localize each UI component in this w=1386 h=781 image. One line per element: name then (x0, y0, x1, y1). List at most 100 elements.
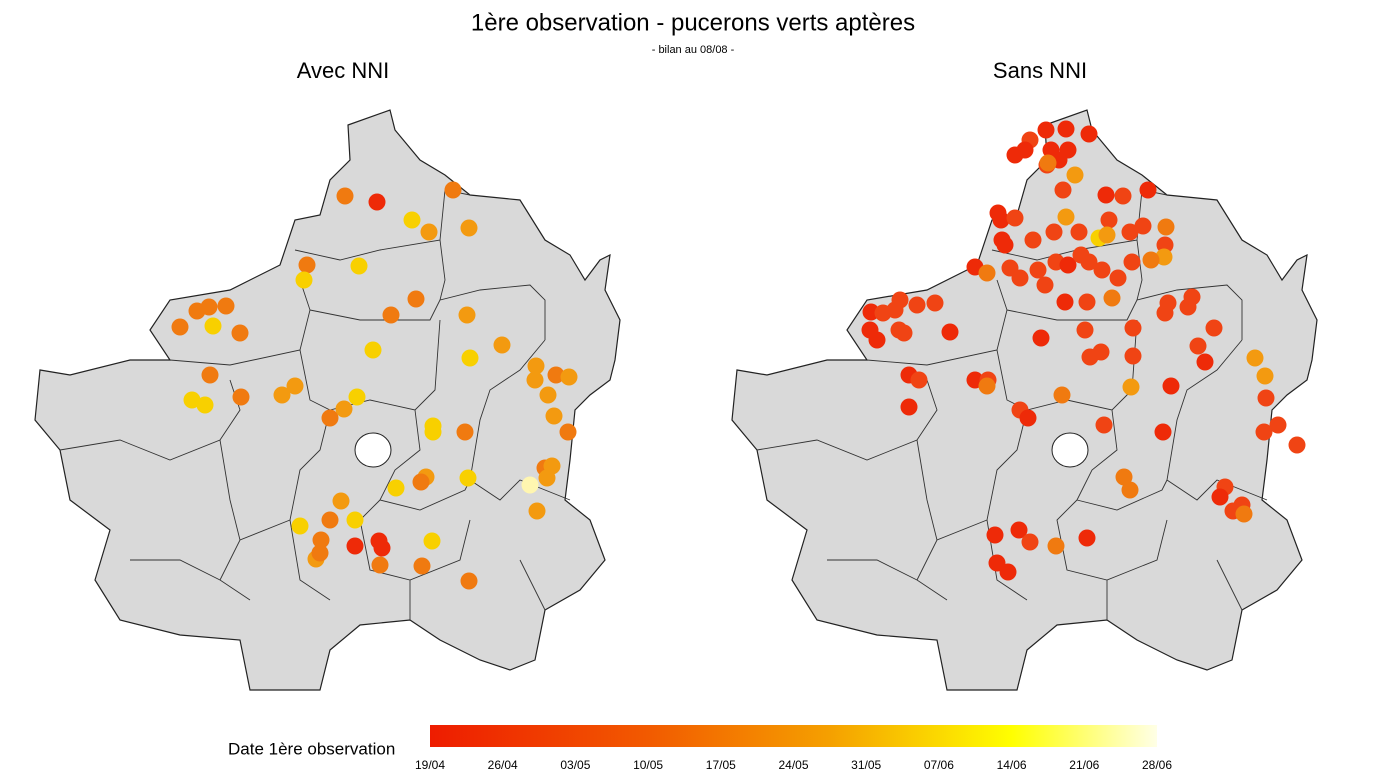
observation-dot (545, 407, 563, 425)
observation-dot (910, 371, 928, 389)
observation-dot (559, 423, 577, 441)
observation-dot (1100, 211, 1118, 229)
observation-dot (1156, 304, 1174, 322)
legend-ticks: 19/04 26/04 03/05 10/05 17/05 24/05 31/05 07/06… (415, 758, 1172, 772)
legend-label: Date 1ère observation (228, 739, 395, 758)
observation-dot (444, 181, 462, 199)
observation-dot (1097, 186, 1115, 204)
observation-dot (978, 377, 996, 395)
observation-dot (1256, 367, 1274, 385)
observation-dot (335, 400, 353, 418)
observation-dot (1205, 319, 1223, 337)
observation-dot (373, 539, 391, 557)
observation-dot (1246, 349, 1264, 367)
observation-dot (1139, 181, 1157, 199)
observation-dot (201, 366, 219, 384)
observation-dot (493, 336, 511, 354)
legend-tick-label: 28/06 (1142, 758, 1172, 772)
observation-dot (1078, 529, 1096, 547)
observation-dot (1037, 121, 1055, 139)
observation-dot (1070, 223, 1088, 241)
observation-dot (1092, 343, 1110, 361)
observation-dot (1154, 423, 1172, 441)
observation-dot (1098, 226, 1116, 244)
observation-dot (298, 256, 316, 274)
observation-dot (926, 294, 944, 312)
observation-dot (1189, 337, 1207, 355)
observation-dot (1124, 347, 1142, 365)
observation-dot (412, 473, 430, 491)
observation-dot (336, 187, 354, 205)
legend-tick-label: 21/06 (1069, 758, 1099, 772)
observation-dot (312, 531, 330, 549)
observation-dot (1029, 261, 1047, 279)
legend-tick-label: 26/04 (488, 758, 518, 772)
legend-tick-label: 14/06 (997, 758, 1027, 772)
observation-dot (1047, 537, 1065, 555)
observation-dot (1024, 231, 1042, 249)
observation-dot (1211, 488, 1229, 506)
title: 1ère observation - pucerons verts aptère… (471, 9, 915, 36)
observation-dot (900, 398, 918, 416)
observation-dot (547, 366, 565, 384)
observation-dot (204, 317, 222, 335)
observation-dot (321, 511, 339, 529)
observation-dot (407, 290, 425, 308)
observation-dot (1019, 409, 1037, 427)
observation-dot (368, 193, 386, 211)
observation-dot (423, 532, 441, 550)
observation-dot (999, 563, 1017, 581)
observation-dot (1093, 261, 1111, 279)
legend-tick-label: 03/05 (560, 758, 590, 772)
observation-dot (461, 349, 479, 367)
legend-tick-label: 19/04 (415, 758, 445, 772)
observation-dot (171, 318, 189, 336)
observation-dot (1109, 269, 1127, 287)
observation-dot (232, 388, 250, 406)
observation-dot (1123, 253, 1141, 271)
map-right (731, 109, 1318, 691)
observation-dot (1078, 293, 1096, 311)
observation-dot (403, 211, 421, 229)
observation-dot (1124, 319, 1142, 337)
panel-title: Sans NNI (993, 58, 1087, 83)
observation-dot (978, 264, 996, 282)
observation-dot (1036, 276, 1054, 294)
legend-tick-label: 31/05 (851, 758, 881, 772)
legend-tick-label: 10/05 (633, 758, 663, 772)
observation-dot (382, 306, 400, 324)
observation-dot (200, 298, 218, 316)
legend-tick-label: 17/05 (706, 758, 736, 772)
observation-dot (1196, 353, 1214, 371)
observation-dot (231, 324, 249, 342)
panel-title: Avec NNI (297, 58, 390, 83)
observation-dot (1155, 248, 1173, 266)
observation-dot (183, 391, 201, 409)
observation-dot (1122, 378, 1140, 396)
observation-dot (1257, 389, 1275, 407)
observation-dot (1134, 217, 1152, 235)
observation-dot (460, 572, 478, 590)
observation-dot (273, 386, 291, 404)
observation-dot (1054, 181, 1072, 199)
observation-dot (1157, 218, 1175, 236)
observation-dot (371, 556, 389, 574)
observation-dot (413, 557, 431, 575)
observation-dot (295, 271, 313, 289)
observation-dot (992, 211, 1010, 229)
observation-dot (1115, 468, 1133, 486)
observation-dot (1039, 154, 1057, 172)
observation-dot (1006, 209, 1024, 227)
observation-dot (1162, 377, 1180, 395)
observation-dot (1006, 146, 1024, 164)
observation-dot (346, 537, 364, 555)
observation-dot (456, 423, 474, 441)
observation-dot (1121, 481, 1139, 499)
observation-dot (908, 296, 926, 314)
observation-dot (986, 526, 1004, 544)
observation-dot (996, 236, 1014, 254)
observation-dot (1045, 223, 1063, 241)
observation-dot (1183, 288, 1201, 306)
observation-dot (1080, 253, 1098, 271)
observation-dot (1080, 125, 1098, 143)
